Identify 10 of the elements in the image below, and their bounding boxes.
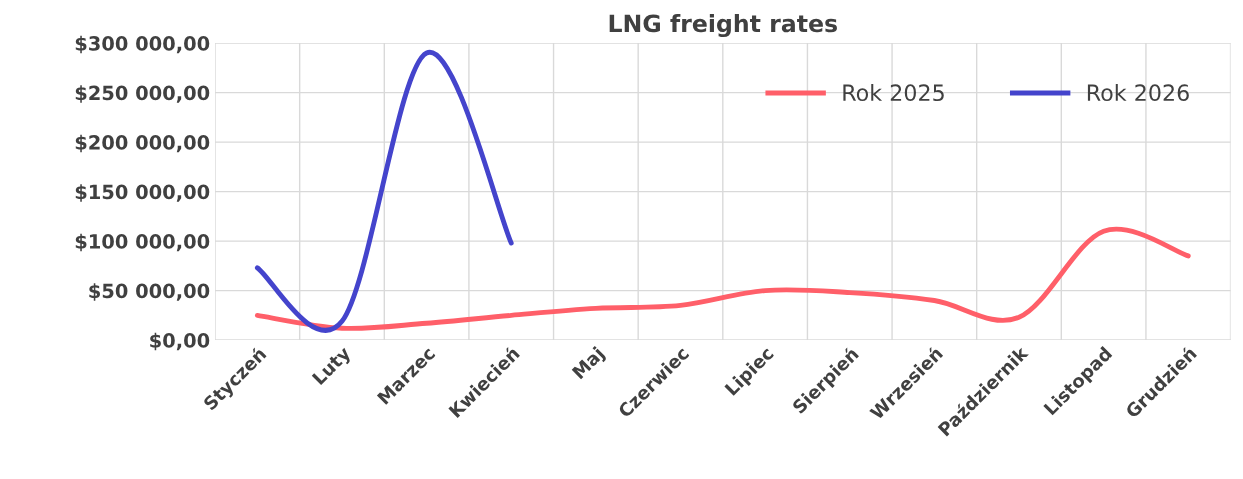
chart-title: LNG freight rates: [609, 14, 837, 38]
y-tick-label: $150 000,00: [75, 184, 210, 202]
line-series: [254, 227, 1191, 331]
legend-label: Rok 2025: [843, 83, 944, 102]
y-tick-label: $200 000,00: [75, 134, 210, 153]
y-tick-label: $250 000,00: [75, 85, 210, 103]
y-tick-label: $100 000,00: [75, 233, 210, 252]
y-tick-label: $50 000,00: [89, 283, 210, 301]
y-tick-label: $300 000,00: [75, 35, 210, 54]
legend-label: Rok 2026: [1087, 83, 1189, 102]
